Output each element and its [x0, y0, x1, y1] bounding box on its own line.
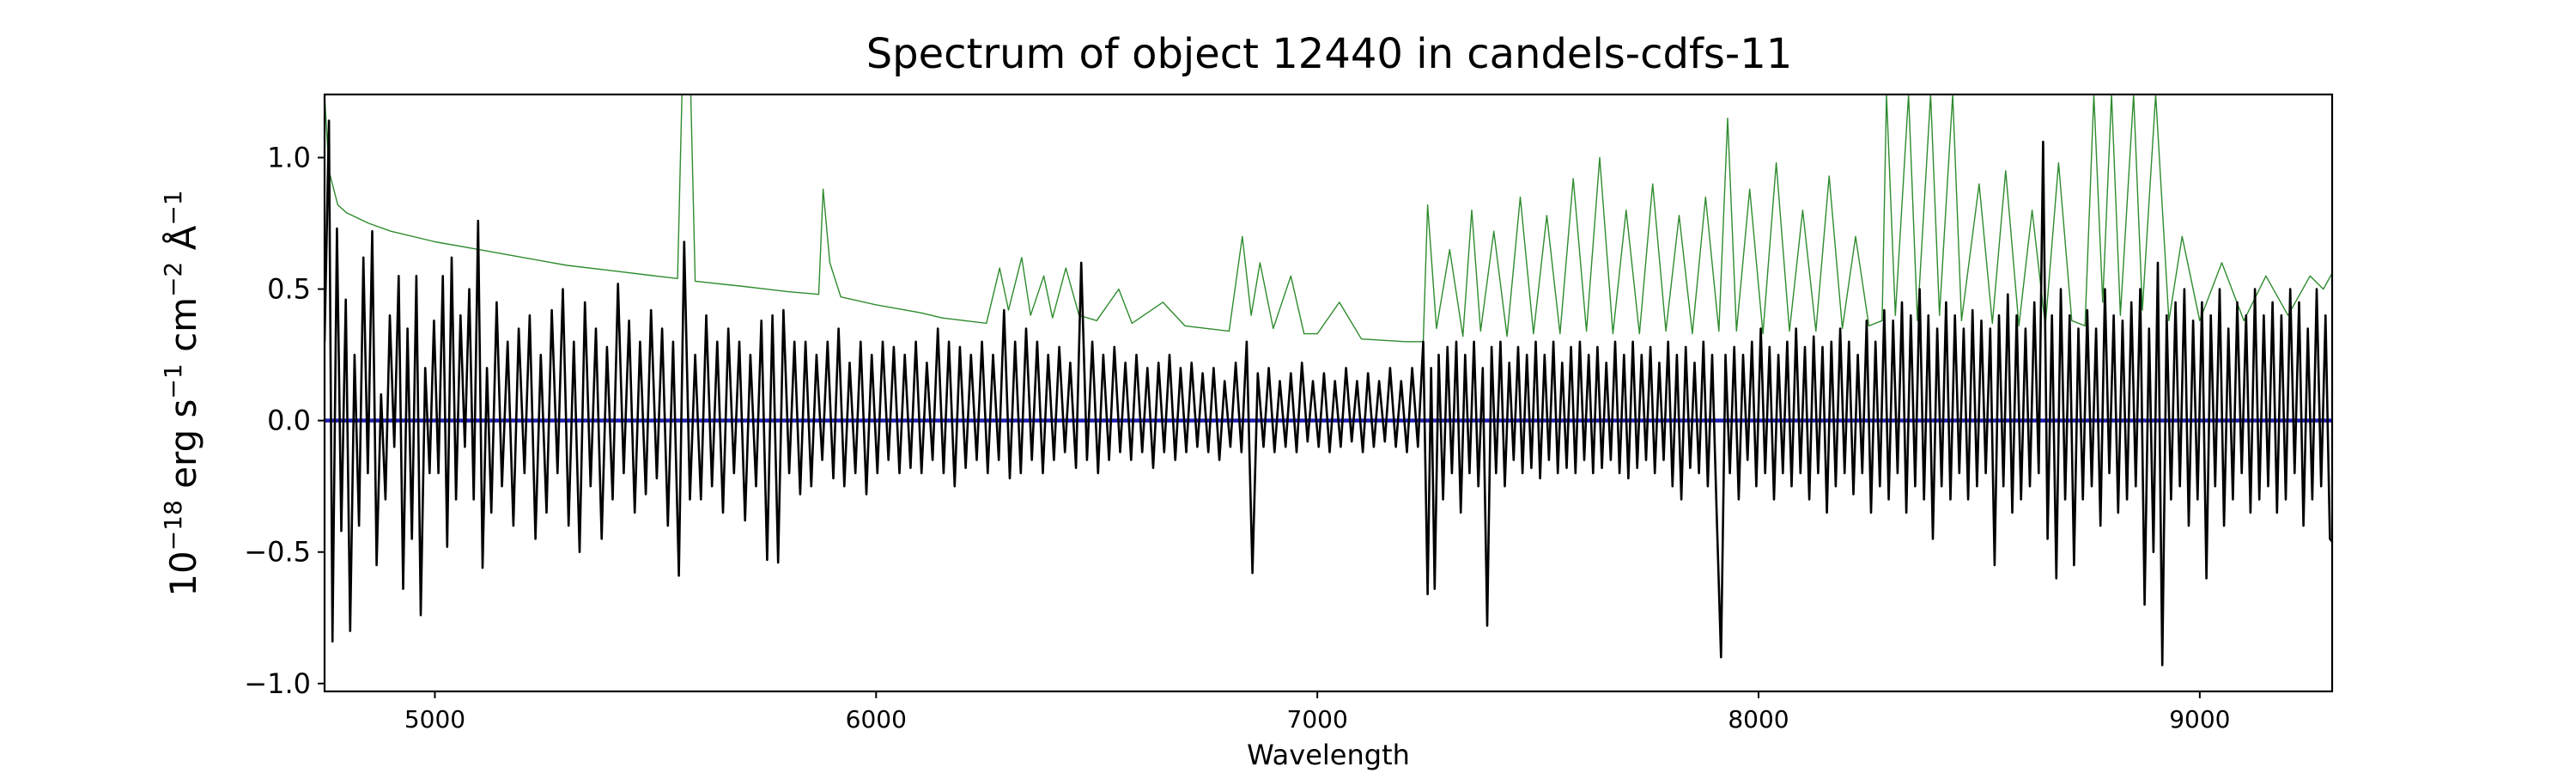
y-tick-label: −0.5	[244, 536, 311, 569]
y-label-exp1: −18	[159, 500, 187, 551]
error-series-line	[325, 94, 2332, 343]
x-tick-label: 7000	[1287, 705, 1348, 733]
y-label-exp2: −1	[159, 363, 187, 399]
y-label-exp4: −1	[159, 190, 187, 225]
x-tick-label: 5000	[404, 705, 465, 733]
plot-area	[325, 94, 2332, 666]
chart-title: Spectrum of object 12440 in candels-cdfs…	[866, 30, 1793, 78]
axis-ticks: 5000 6000 7000 8000 9000 −1.0 −0.5 0.0 0.5 1.0	[244, 141, 2230, 733]
y-tick-label: 0.0	[267, 405, 311, 437]
x-tick-label: 6000	[846, 705, 907, 733]
y-label-cm: cm	[162, 297, 204, 363]
x-tick-label: 8000	[1728, 705, 1789, 733]
x-tick-label: 9000	[2169, 705, 2230, 733]
y-label-exp3: −2	[159, 262, 187, 297]
y-axis-label: 10−18 erg s−1 cm−2 Å−1	[159, 190, 204, 596]
y-label-base: 10	[162, 551, 204, 596]
y-tick-label: 0.5	[267, 273, 311, 306]
x-axis-label: Wavelength	[1247, 739, 1410, 771]
y-label-erg: erg s	[162, 399, 204, 501]
flux-series-line	[325, 119, 2332, 666]
y-tick-label: 1.0	[267, 141, 311, 173]
plot-frame	[323, 93, 2334, 693]
y-label-angstrom: Å	[161, 225, 204, 261]
y-tick-label: −1.0	[244, 667, 311, 700]
